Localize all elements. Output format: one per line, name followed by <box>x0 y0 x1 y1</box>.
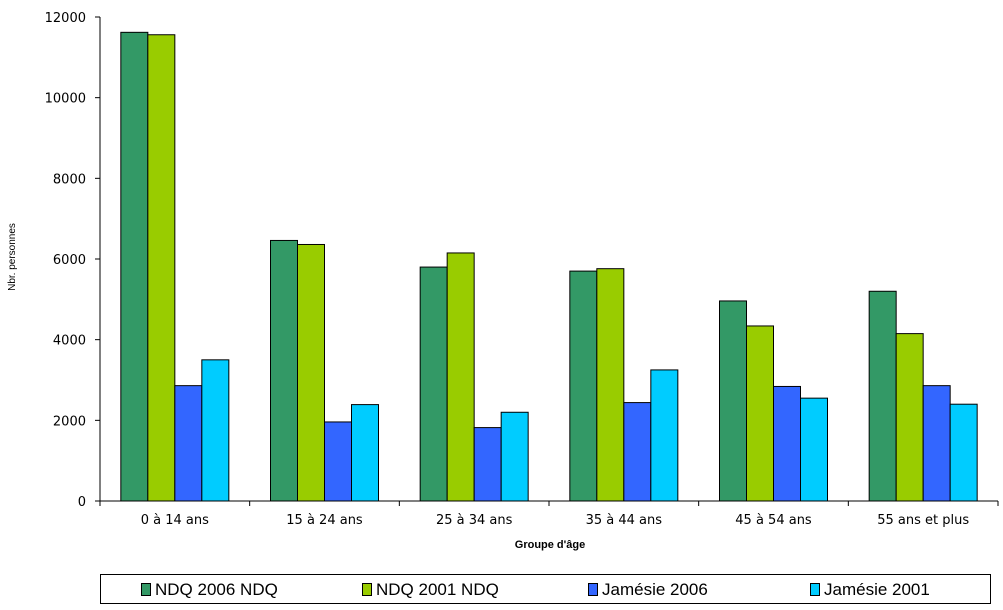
bar <box>201 359 230 502</box>
bar <box>297 243 325 502</box>
y-tick-label: 2000 <box>53 414 86 429</box>
y-axis-label: Nbr. personnes <box>7 223 18 291</box>
legend-label: NDQ 2006 NDQ <box>155 580 278 599</box>
y-tick-label: 6000 <box>53 253 86 268</box>
y-axis: 0 2000 4000 6000 8000 10000 12000 <box>45 11 101 510</box>
y-tick-label: 12000 <box>45 11 86 26</box>
bar <box>719 300 747 502</box>
legend-item: Jamésie 2006 <box>588 581 708 598</box>
legend-item: NDQ 2001 NDQ <box>362 581 499 598</box>
bar <box>949 403 978 502</box>
legend-label: Jamésie 2001 <box>824 580 930 599</box>
legend-swatch <box>362 583 372 596</box>
bar <box>569 270 598 502</box>
legend-swatch <box>141 583 151 596</box>
legend-item: NDQ 2006 NDQ <box>141 581 278 598</box>
bar <box>351 404 379 502</box>
bar <box>500 411 529 502</box>
bar-chart: 0 2000 4000 6000 8000 10000 12000 0 à 14 ans 15… <box>7 11 999 551</box>
x-tick-label: 15 à 24 ans <box>286 513 363 528</box>
x-axis-label: Groupe d'âge <box>515 539 585 551</box>
x-tick-label: 35 à 44 ans <box>586 513 663 528</box>
y-tick-label: 10000 <box>45 92 86 107</box>
bar <box>773 385 801 502</box>
bar <box>473 427 502 502</box>
legend-label: NDQ 2001 NDQ <box>376 580 499 599</box>
bar <box>650 369 679 502</box>
legend-label: Jamésie 2006 <box>602 580 708 599</box>
y-tick-label: 8000 <box>53 172 86 187</box>
bar <box>120 31 149 502</box>
x-axis: 0 à 14 ans 15 à 24 ans 25 à 34 ans 35 à 44 … <box>99 500 999 528</box>
bar <box>746 325 774 502</box>
x-tick-label: 0 à 14 ans <box>141 513 209 528</box>
bar <box>270 239 298 502</box>
bar <box>446 252 475 502</box>
bars <box>120 31 978 502</box>
bar <box>324 421 352 502</box>
bar <box>895 333 924 502</box>
bar <box>419 266 448 502</box>
bar <box>174 385 203 502</box>
bar <box>868 290 897 502</box>
bar <box>800 397 828 502</box>
legend-swatch <box>810 583 820 596</box>
bar <box>922 385 951 502</box>
bar <box>596 268 625 502</box>
x-tick-label: 55 ans et plus <box>877 513 969 528</box>
x-tick-label: 45 à 54 ans <box>735 513 812 528</box>
bar <box>147 34 176 502</box>
bar <box>623 402 652 502</box>
legend: NDQ 2006 NDQ NDQ 2001 NDQ Jamésie 2006 J… <box>100 574 991 604</box>
x-tick-label: 25 à 34 ans <box>436 513 513 528</box>
y-tick-label: 0 <box>78 495 86 510</box>
legend-swatch <box>588 583 598 596</box>
legend-item: Jamésie 2001 <box>810 581 930 598</box>
y-tick-label: 4000 <box>53 334 86 349</box>
